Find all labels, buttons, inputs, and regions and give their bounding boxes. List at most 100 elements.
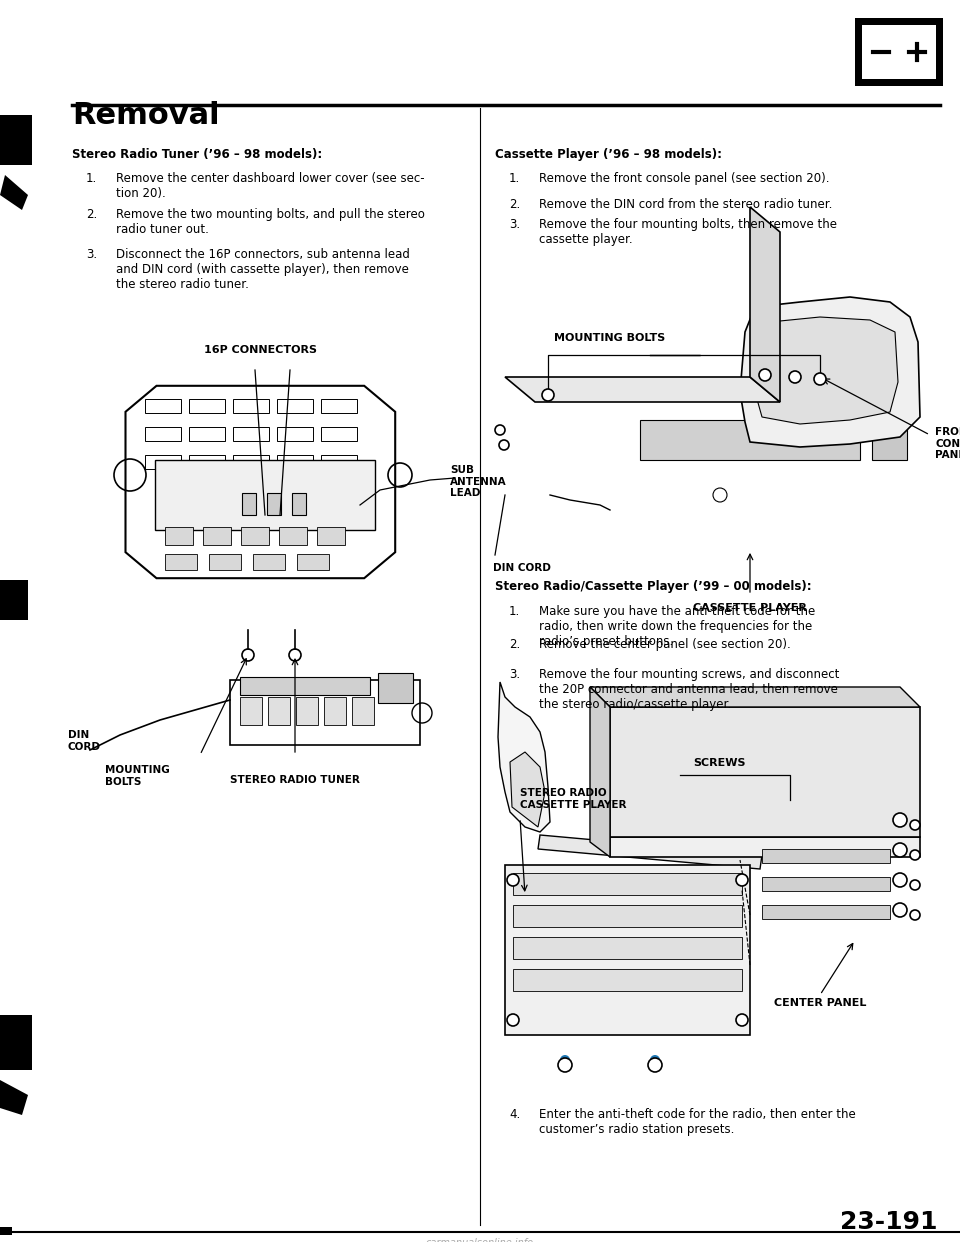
- Bar: [233, 427, 269, 441]
- Text: 3.: 3.: [509, 668, 520, 681]
- Circle shape: [893, 873, 907, 887]
- Circle shape: [560, 1054, 570, 1064]
- Text: CENTER PANEL: CENTER PANEL: [774, 999, 866, 1009]
- Polygon shape: [590, 687, 610, 857]
- Bar: [0, 580, 28, 620]
- Circle shape: [789, 371, 801, 383]
- Bar: [317, 527, 345, 545]
- Bar: [189, 399, 225, 414]
- Circle shape: [910, 850, 920, 859]
- Bar: [324, 697, 346, 725]
- Text: Stereo Radio Tuner (’96 – 98 models):: Stereo Radio Tuner (’96 – 98 models):: [72, 148, 323, 161]
- Polygon shape: [505, 378, 780, 402]
- Text: STEREO RADIO
CASSETTE PLAYER: STEREO RADIO CASSETTE PLAYER: [520, 789, 627, 810]
- Text: Remove the front console panel (see section 20).: Remove the front console panel (see sect…: [539, 171, 829, 185]
- Bar: [762, 850, 890, 863]
- Polygon shape: [610, 707, 920, 837]
- Bar: [241, 527, 269, 545]
- Bar: [277, 455, 313, 469]
- Bar: [513, 905, 742, 927]
- Polygon shape: [590, 687, 920, 707]
- Bar: [189, 427, 225, 441]
- Text: Remove the four mounting bolts, then remove the
cassette player.: Remove the four mounting bolts, then rem…: [539, 219, 837, 246]
- Bar: [513, 873, 742, 895]
- Circle shape: [893, 843, 907, 857]
- Bar: [872, 410, 907, 460]
- Bar: [505, 864, 750, 1035]
- Text: SUB
ANTENNA
LEAD: SUB ANTENNA LEAD: [450, 465, 507, 498]
- Bar: [277, 427, 313, 441]
- Text: CASSETTE PLAYER: CASSETTE PLAYER: [693, 604, 807, 614]
- Text: Remove the center dashboard lower cover (see sec-
tion 20).: Remove the center dashboard lower cover …: [116, 171, 424, 200]
- Bar: [253, 554, 285, 570]
- Bar: [240, 677, 370, 696]
- Polygon shape: [755, 317, 898, 424]
- Text: MOUNTING BOLTS: MOUNTING BOLTS: [554, 333, 665, 343]
- Text: Enter the anti-theft code for the radio, then enter the
customer’s radio station: Enter the anti-theft code for the radio,…: [539, 1108, 855, 1136]
- Circle shape: [910, 910, 920, 920]
- Bar: [0, 116, 32, 165]
- Circle shape: [893, 814, 907, 827]
- Text: Remove the center panel (see section 20).: Remove the center panel (see section 20)…: [539, 638, 791, 651]
- Text: Disconnect the 16P connectors, sub antenna lead
and DIN cord (with cassette play: Disconnect the 16P connectors, sub anten…: [116, 248, 410, 291]
- Bar: [233, 455, 269, 469]
- Bar: [240, 697, 262, 725]
- Bar: [292, 493, 306, 515]
- Circle shape: [814, 373, 826, 385]
- Circle shape: [507, 874, 519, 886]
- Polygon shape: [0, 175, 28, 210]
- Bar: [267, 493, 281, 515]
- Circle shape: [289, 650, 301, 661]
- Bar: [209, 554, 241, 570]
- Bar: [352, 697, 374, 725]
- Text: STEREO RADIO TUNER: STEREO RADIO TUNER: [230, 775, 360, 785]
- Bar: [321, 455, 357, 469]
- Bar: [321, 399, 357, 414]
- Bar: [230, 681, 420, 745]
- Circle shape: [910, 820, 920, 830]
- Bar: [203, 527, 231, 545]
- Text: 4.: 4.: [509, 1108, 520, 1122]
- Bar: [233, 399, 269, 414]
- Bar: [165, 554, 197, 570]
- Bar: [155, 460, 375, 530]
- Text: Remove the four mounting screws, and disconnect
the 20P connector and antenna le: Remove the four mounting screws, and dis…: [539, 668, 839, 710]
- Text: DIN
CORD: DIN CORD: [68, 730, 101, 751]
- Text: Remove the DIN cord from the stereo radio tuner.: Remove the DIN cord from the stereo radi…: [539, 197, 832, 211]
- Polygon shape: [0, 1081, 28, 1115]
- Bar: [640, 420, 860, 460]
- Circle shape: [558, 1058, 572, 1072]
- Bar: [165, 527, 193, 545]
- Text: Stereo Radio/Cassette Player (’99 – 00 models):: Stereo Radio/Cassette Player (’99 – 00 m…: [495, 580, 811, 592]
- Text: Removal: Removal: [72, 101, 220, 130]
- Polygon shape: [498, 682, 550, 832]
- Text: DIN CORD: DIN CORD: [493, 563, 551, 573]
- Circle shape: [542, 389, 554, 401]
- Bar: [862, 25, 936, 79]
- Text: 1.: 1.: [509, 171, 520, 185]
- Bar: [0, 1227, 12, 1235]
- Bar: [762, 877, 890, 891]
- Bar: [855, 17, 943, 86]
- Text: 2.: 2.: [509, 638, 520, 651]
- Bar: [145, 399, 181, 414]
- Text: 1.: 1.: [86, 171, 97, 185]
- Bar: [321, 427, 357, 441]
- Bar: [279, 527, 307, 545]
- Bar: [277, 399, 313, 414]
- Circle shape: [736, 1013, 748, 1026]
- Bar: [145, 455, 181, 469]
- Text: 2.: 2.: [86, 207, 97, 221]
- Bar: [378, 673, 413, 703]
- Circle shape: [736, 874, 748, 886]
- Circle shape: [650, 1054, 660, 1064]
- Text: 3.: 3.: [509, 219, 520, 231]
- Circle shape: [759, 369, 771, 381]
- Polygon shape: [750, 207, 780, 402]
- Bar: [513, 936, 742, 959]
- Text: 16P CONNECTORS: 16P CONNECTORS: [204, 345, 317, 355]
- Bar: [145, 427, 181, 441]
- Text: 3.: 3.: [86, 248, 97, 261]
- Text: 1.: 1.: [509, 605, 520, 619]
- Bar: [513, 969, 742, 991]
